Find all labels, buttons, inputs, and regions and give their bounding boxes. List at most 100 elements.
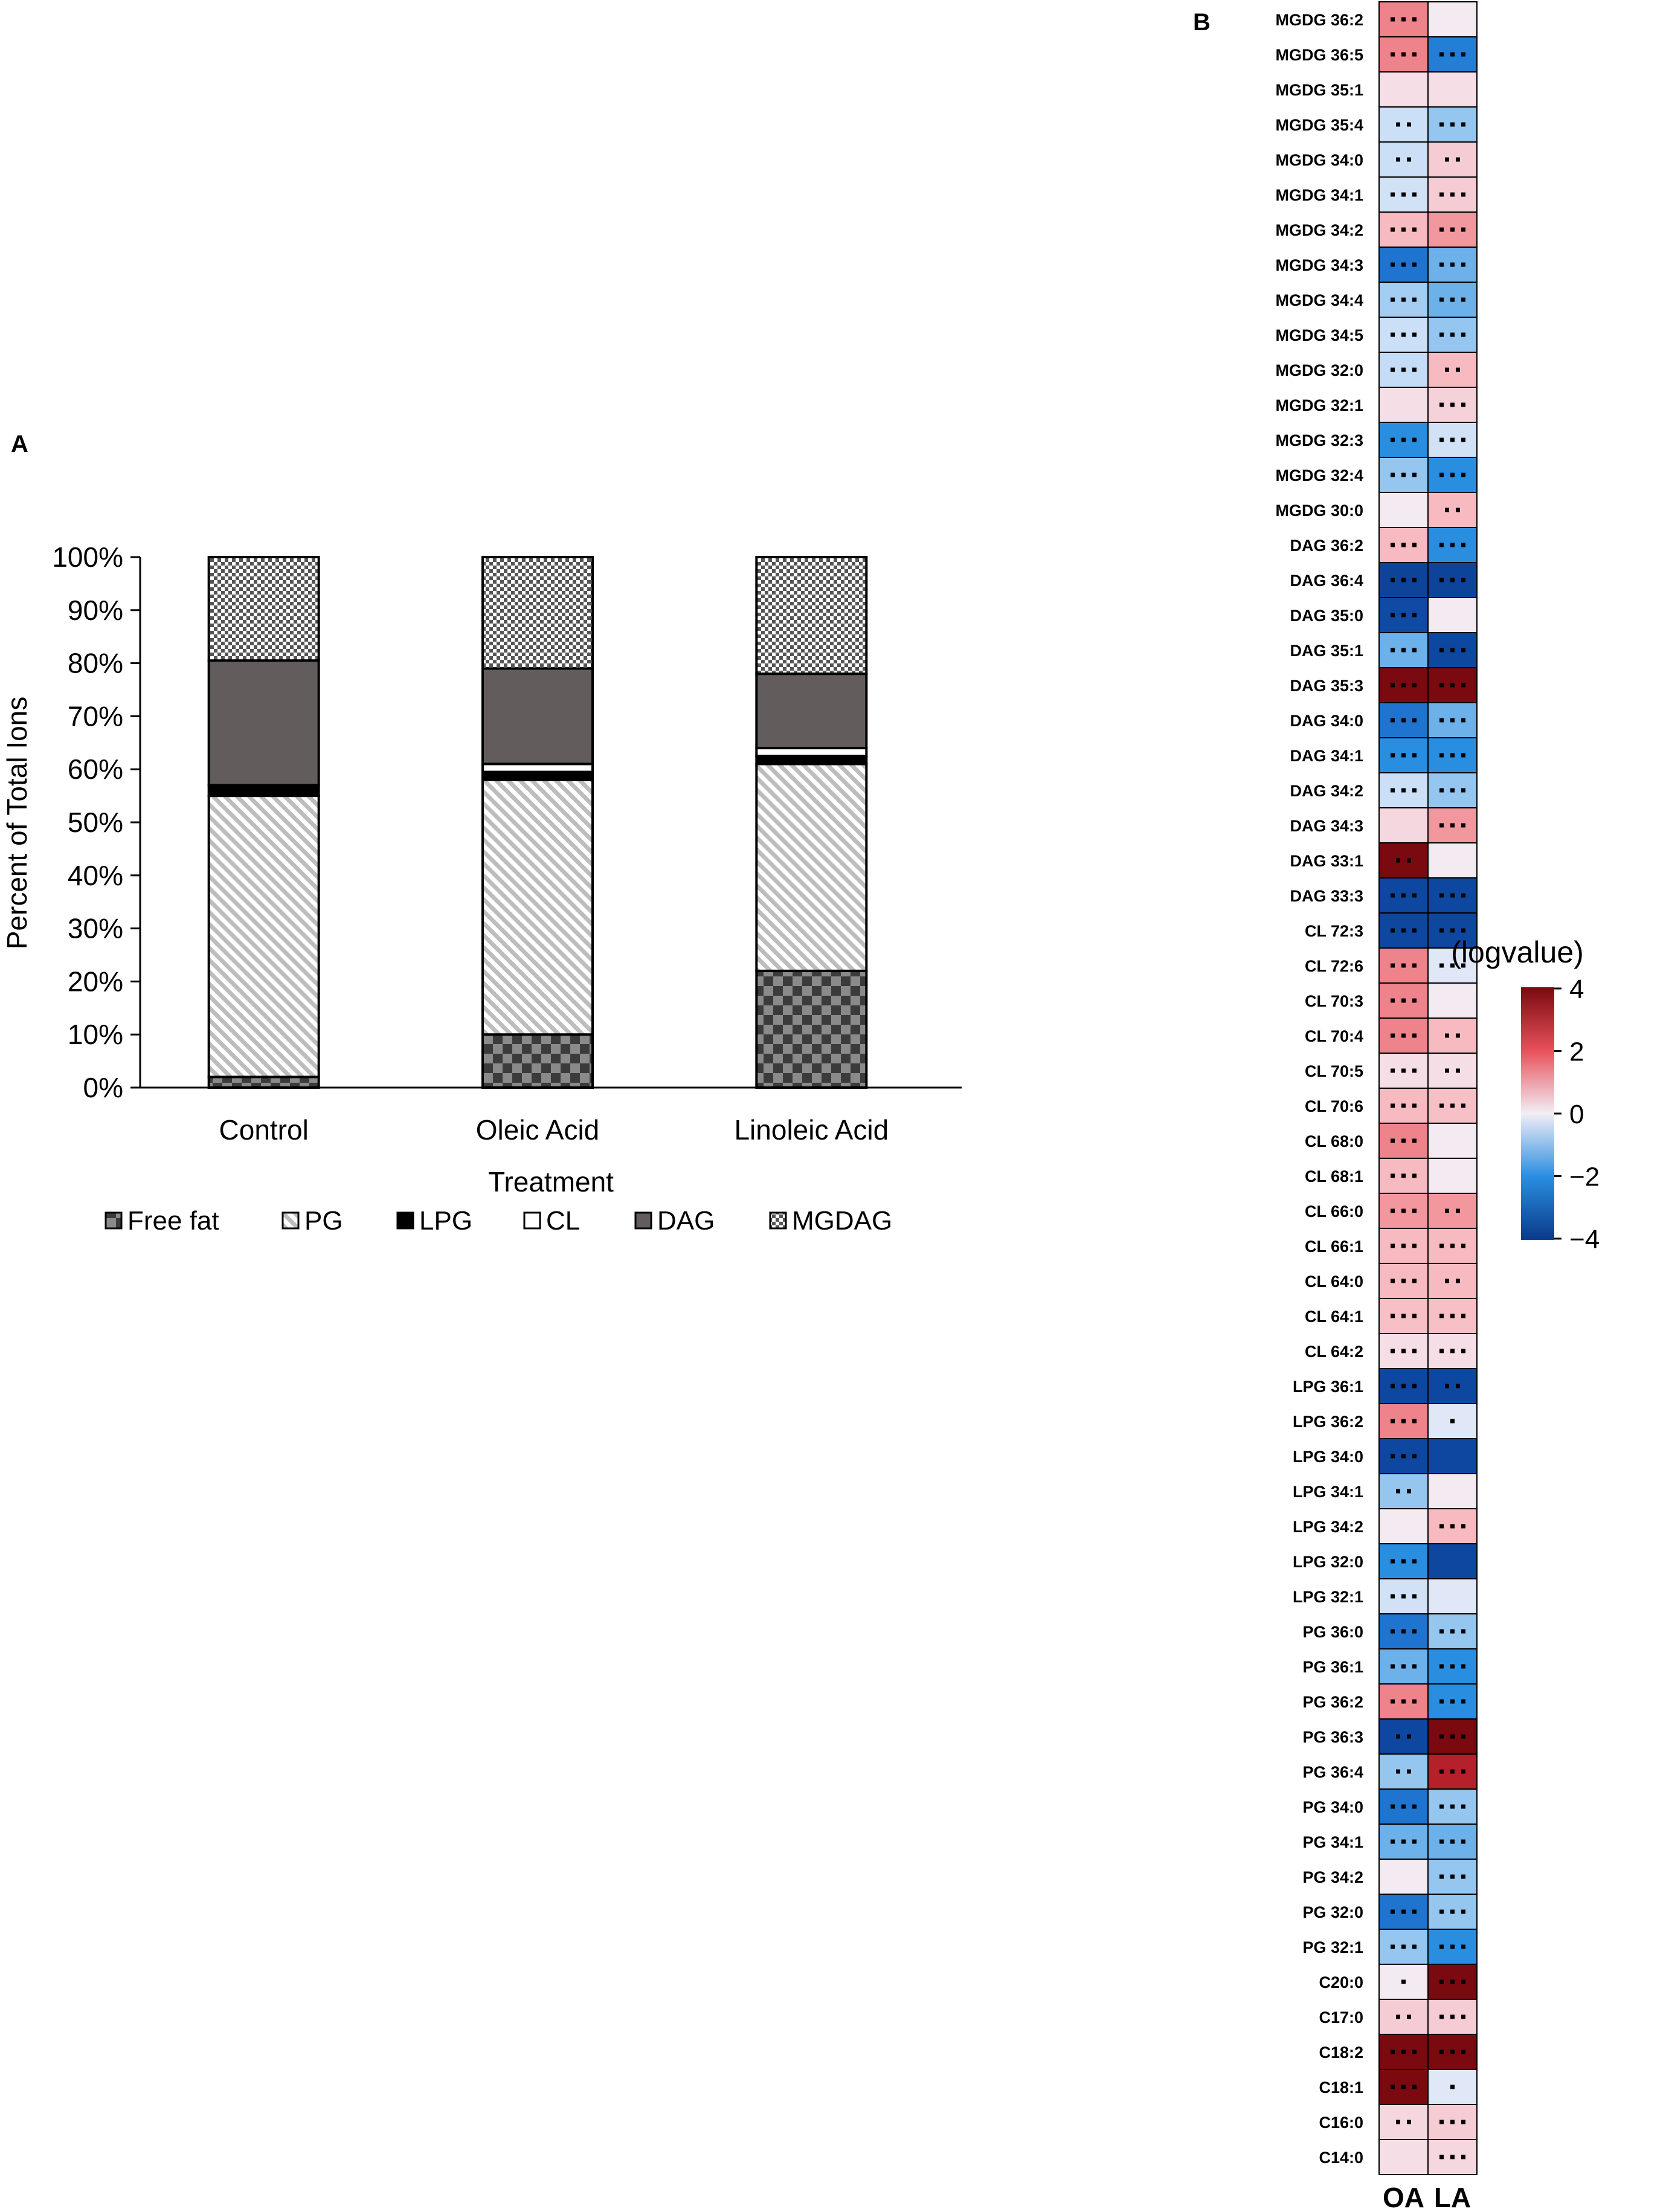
significance-dot bbox=[1401, 1103, 1406, 1108]
significance-dot bbox=[1461, 543, 1465, 547]
heatmap-row-label: CL 66:1 bbox=[1305, 1237, 1363, 1256]
significance-dot bbox=[1401, 17, 1406, 22]
heatmap-cell-dag-33-1-la bbox=[1427, 842, 1478, 879]
significance-dot bbox=[1391, 1804, 1395, 1809]
significance-dot bbox=[1401, 1279, 1406, 1283]
significance-dot bbox=[1412, 52, 1417, 57]
significance-dot bbox=[1401, 1699, 1406, 1704]
legend-label: LPG bbox=[419, 1206, 472, 1236]
panel-a-label: A bbox=[11, 431, 28, 457]
significance-dot bbox=[1401, 928, 1406, 933]
significance-dot bbox=[1412, 227, 1417, 232]
significance-dot bbox=[1461, 2155, 1465, 2159]
significance-dot bbox=[1401, 683, 1406, 688]
heatmap-row-label: MGDG 34:4 bbox=[1275, 291, 1363, 309]
bar-segment-dag-linoleic-acid bbox=[755, 672, 868, 750]
significance-dot bbox=[1445, 157, 1449, 162]
significance-dot bbox=[1450, 1769, 1455, 1774]
heatmap-cell-cl-66-0-la bbox=[1427, 1193, 1478, 1229]
significance-dot bbox=[1391, 613, 1395, 617]
significance-dot bbox=[1396, 157, 1400, 162]
significance-dot bbox=[1450, 2120, 1455, 2124]
significance-dot bbox=[1401, 963, 1406, 968]
heatmap-row-label: LPG 34:0 bbox=[1293, 1448, 1363, 1466]
colorbar-title: (logvalue) bbox=[1451, 935, 1584, 969]
significance-dot bbox=[1391, 472, 1395, 477]
heatmap-row-labels: MGDG 36:2 MGDG 36:5 MGDG 35:1 MGDG 35:4 MGDG… bbox=[1275, 11, 1363, 2167]
significance-dot bbox=[1412, 1138, 1417, 1143]
heatmap-row-label: MGDG 32:0 bbox=[1275, 361, 1363, 379]
significance-dot bbox=[1412, 963, 1417, 968]
significance-dot bbox=[1450, 1664, 1455, 1669]
colorbar-tick-label: 2 bbox=[1569, 1037, 1584, 1067]
significance-dot bbox=[1407, 2120, 1411, 2124]
significance-dot bbox=[1450, 1874, 1455, 1879]
heatmap-cell-lpg-34-1-oa bbox=[1378, 1473, 1429, 1509]
significance-dot bbox=[1450, 1349, 1455, 1353]
significance-dot bbox=[1391, 437, 1395, 442]
significance-dot bbox=[1450, 1944, 1455, 1949]
significance-dot bbox=[1391, 1629, 1395, 1634]
significance-dot bbox=[1401, 472, 1406, 477]
heatmap-cell-cl-64-0-la bbox=[1427, 1263, 1478, 1299]
significance-dot bbox=[1396, 122, 1400, 127]
bars bbox=[207, 556, 868, 1089]
heatmap-row-label: CL 64:2 bbox=[1305, 1343, 1363, 1361]
heatmap-row-label: C14:0 bbox=[1319, 2149, 1363, 2167]
significance-dot bbox=[1407, 122, 1411, 127]
significance-dot bbox=[1461, 1874, 1465, 1879]
significance-dot bbox=[1461, 788, 1465, 793]
significance-dot bbox=[1450, 963, 1455, 968]
bar-segment-mgdag-control bbox=[207, 556, 320, 662]
significance-dot bbox=[1412, 297, 1417, 302]
significance-dot bbox=[1412, 1699, 1417, 1704]
significance-dot bbox=[1461, 2014, 1465, 2019]
heatmap-cell-dag-36-4-la bbox=[1427, 562, 1478, 598]
legend-label: PG bbox=[304, 1206, 343, 1236]
significance-dot bbox=[1439, 648, 1444, 653]
heatmap-cell-lpg-34-0-la bbox=[1427, 1438, 1478, 1474]
significance-dot bbox=[1407, 858, 1411, 863]
bar-segment-pg-oleic-acid bbox=[481, 778, 594, 1036]
significance-dot bbox=[1450, 52, 1455, 57]
significance-dot bbox=[1450, 1734, 1455, 1739]
heatmap-row-label: DAG 35:3 bbox=[1290, 677, 1363, 695]
significance-dot bbox=[1461, 262, 1465, 267]
panel-b-label: B bbox=[1193, 9, 1211, 36]
significance-dot bbox=[1439, 1349, 1444, 1353]
significance-dot bbox=[1391, 367, 1395, 372]
significance-dot bbox=[1412, 1103, 1417, 1108]
heatmap-row-label: DAG 33:1 bbox=[1290, 852, 1363, 870]
significance-dot bbox=[1439, 823, 1444, 828]
colorbar: (logvalue) 4 2 0 −2 −4 bbox=[1451, 935, 1600, 1254]
heatmap-row-label: CL 70:3 bbox=[1305, 992, 1363, 1010]
significance-dot bbox=[1391, 1664, 1395, 1669]
significance-dot bbox=[1445, 1384, 1449, 1388]
significance-dot bbox=[1391, 753, 1395, 758]
significance-dot bbox=[1439, 262, 1444, 267]
significance-dot bbox=[1450, 753, 1455, 758]
significance-dot bbox=[1450, 192, 1455, 197]
heatmap-row-label: DAG 35:0 bbox=[1290, 607, 1363, 625]
legend-item-dag: DAG bbox=[634, 1206, 715, 1236]
significance-dot bbox=[1412, 367, 1417, 372]
significance-dot bbox=[1391, 1594, 1395, 1599]
significance-dot bbox=[1439, 753, 1444, 758]
significance-dot bbox=[1401, 1804, 1406, 1809]
legend-item-free-fat: Free fat bbox=[105, 1206, 219, 1236]
heatmap-row-label: PG 34:0 bbox=[1302, 1798, 1363, 1816]
y-tick-label: 0% bbox=[83, 1072, 123, 1103]
significance-dot bbox=[1391, 297, 1395, 302]
significance-dot bbox=[1461, 648, 1465, 653]
heatmap-row-label: C20:0 bbox=[1319, 1973, 1363, 1991]
significance-dot bbox=[1412, 578, 1417, 582]
significance-dot bbox=[1450, 683, 1455, 688]
significance-dot bbox=[1412, 1419, 1417, 1424]
heatmap-row-label: DAG 36:2 bbox=[1290, 537, 1363, 555]
significance-dot bbox=[1456, 157, 1460, 162]
bar-segment-free-fat-oleic-acid bbox=[481, 1033, 594, 1089]
significance-dot bbox=[1439, 227, 1444, 232]
significance-dot bbox=[1461, 437, 1465, 442]
x-axis-title: Treatment bbox=[488, 1166, 614, 1198]
significance-dot bbox=[1445, 1208, 1449, 1213]
